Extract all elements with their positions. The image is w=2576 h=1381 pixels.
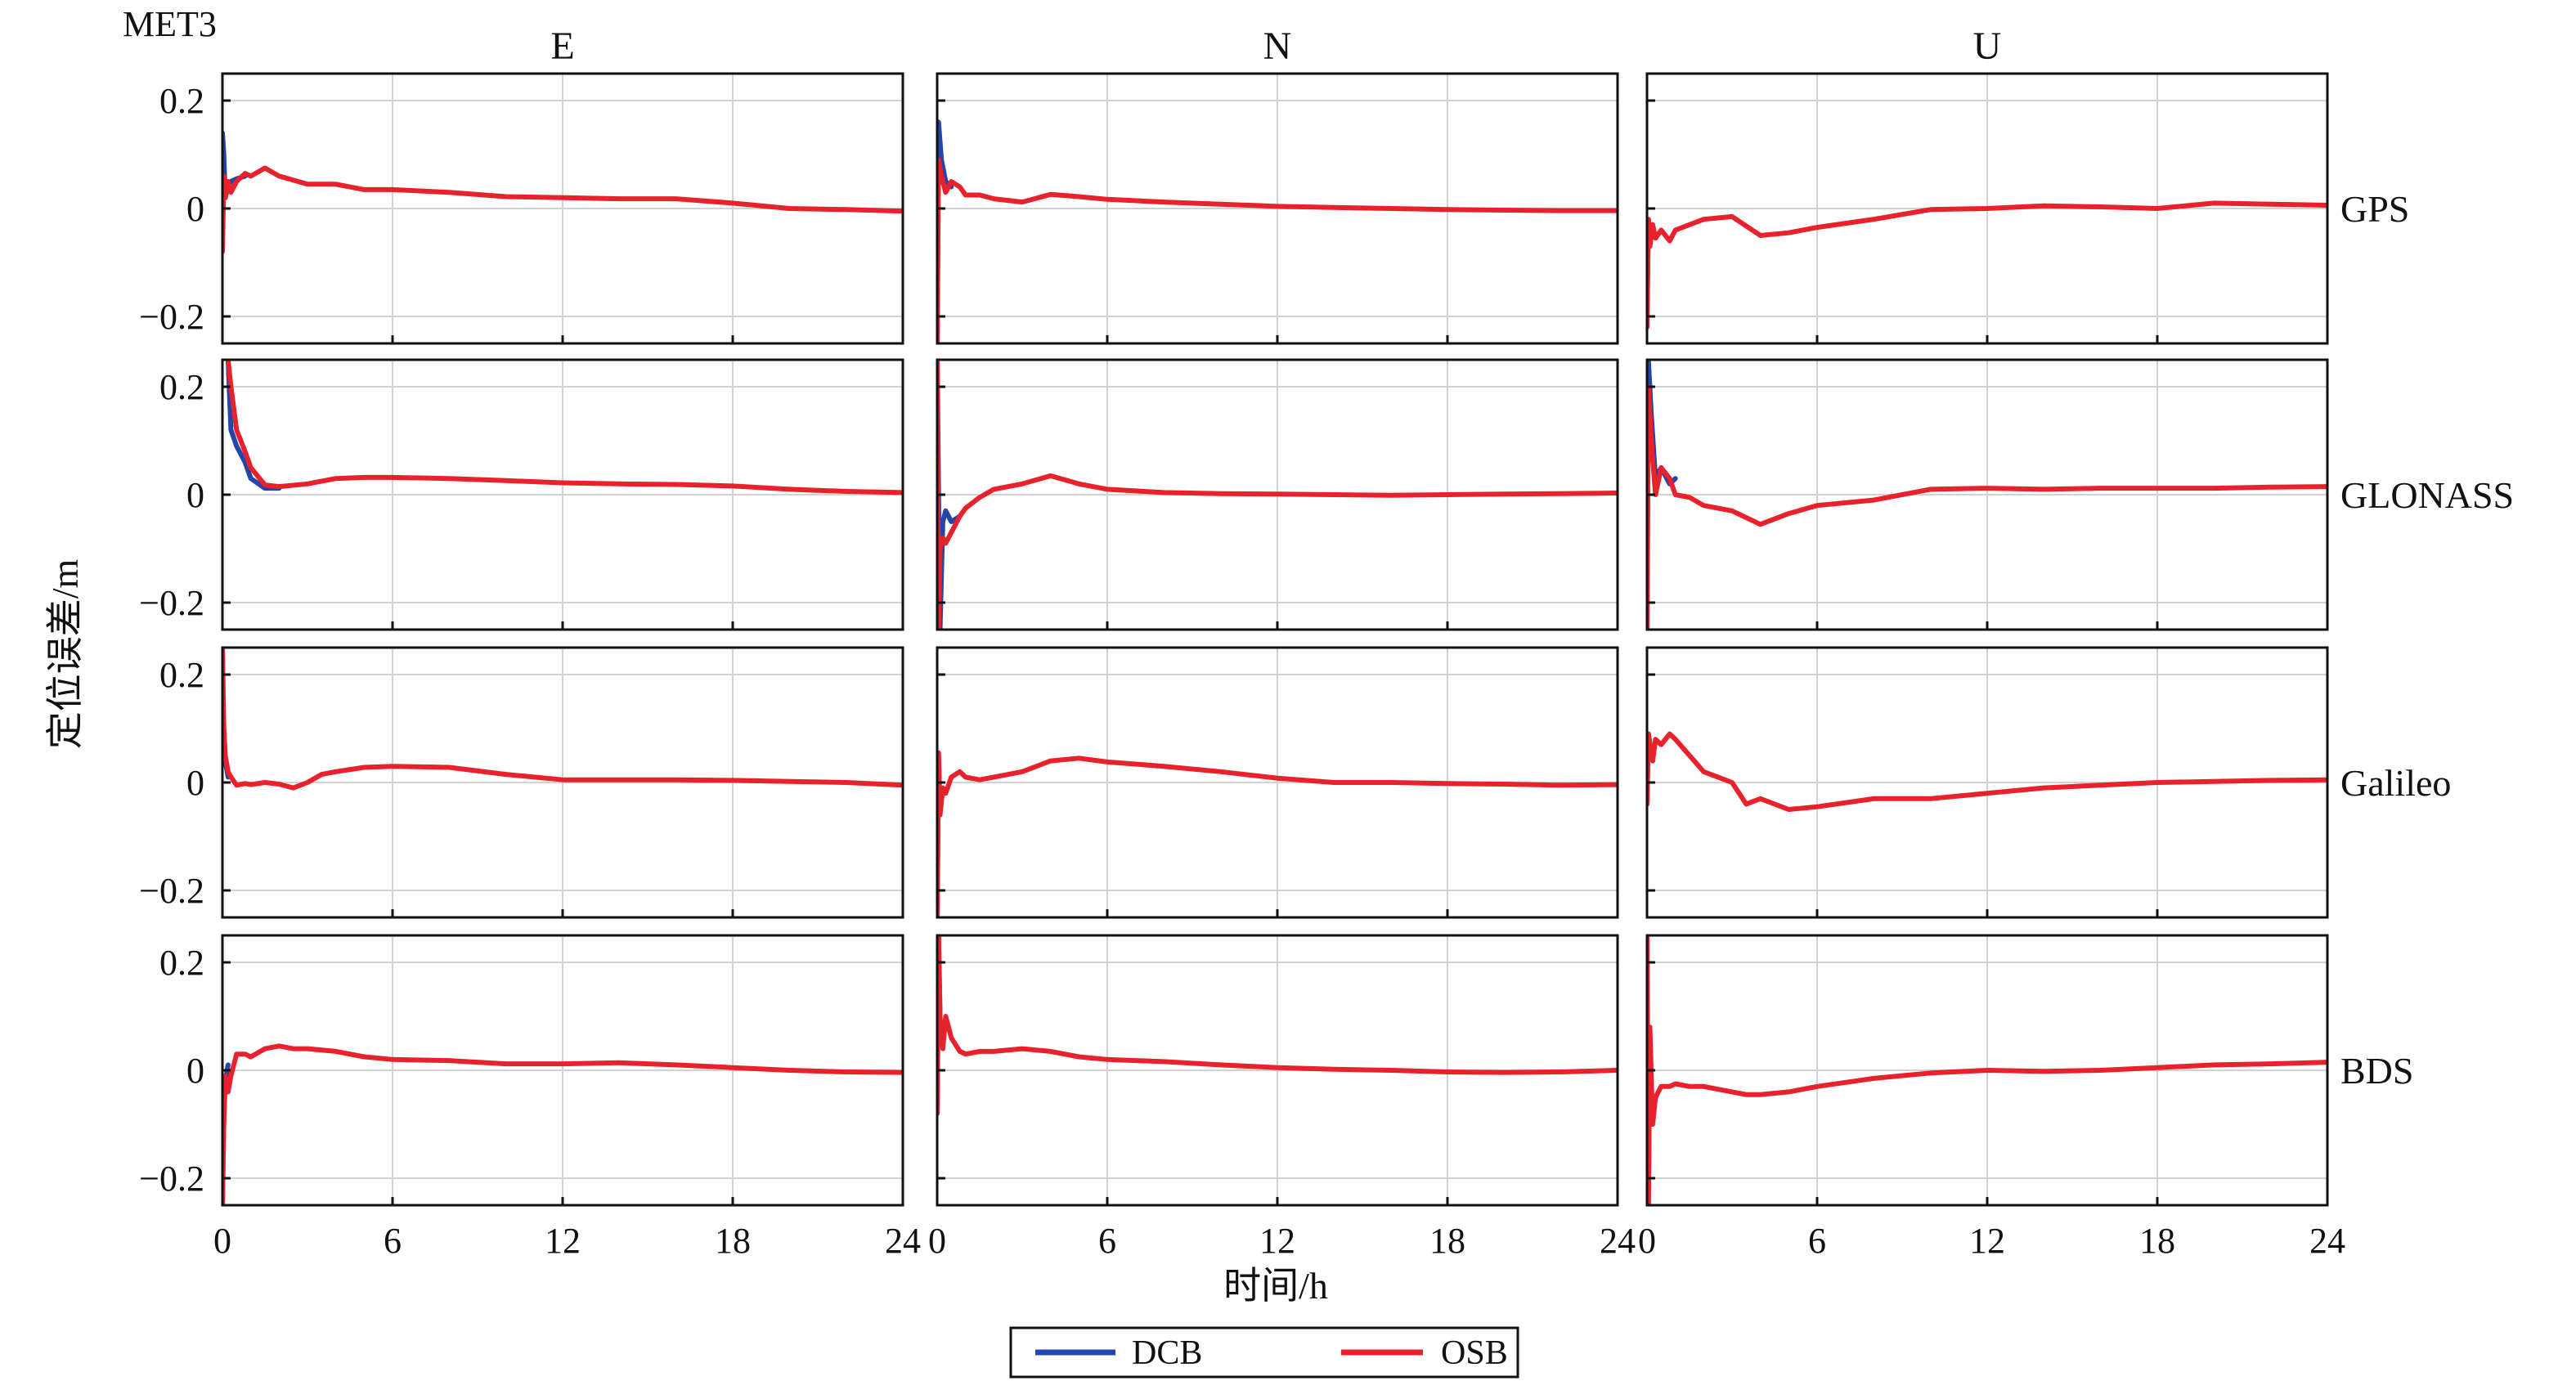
figure-label: MET3 [123,4,217,44]
y-tick-label: 0.2 [159,81,204,121]
x-tick-label: 18 [1429,1221,1465,1261]
x-tick-label: 24 [2309,1221,2345,1261]
panel-gps-n [936,72,1619,345]
x-tick-label: 12 [1259,1221,1295,1261]
panel-gps-e: 0.2 0 −0.2 [139,72,904,345]
row-label-glonass: GLONASS [2340,474,2514,516]
x-tick-label: 0 [213,1221,231,1261]
legend-osb-label: OSB [1441,1334,1508,1372]
y-tick-label: −0.2 [139,297,204,337]
y-tick-label: 0 [186,1051,204,1091]
series-osb-line [1647,384,2327,630]
panel-galileo-n [936,646,1619,919]
x-tick-label: 24 [1600,1221,1636,1261]
series-osb-line [1647,200,2327,330]
column-title-n: N [1263,25,1292,68]
y-tick-label: 0 [186,763,204,803]
y-tick-label: −0.2 [139,583,204,623]
y-tick-label: 0 [186,475,204,515]
row-label-gps: GPS [2340,188,2409,230]
y-tick-label: −0.2 [139,1159,204,1199]
y-tick-label: 0.2 [159,655,204,695]
row-label-bds: BDS [2340,1050,2413,1092]
x-tick-label: 6 [1098,1221,1116,1261]
series-dcb-line [225,360,282,491]
column-title-e: E [550,25,574,68]
panel-bds-n: 0 6 12 18 24 [928,934,1636,1261]
panel-glonass-n [936,358,1619,631]
legend-dcb-label: DCB [1132,1334,1202,1372]
panel-galileo-e: 0.2 0 −0.2 [139,646,904,919]
x-axis-label: 时间/h [1223,1265,1328,1307]
series-osb-line [222,165,903,254]
x-tick-label: 12 [545,1221,581,1261]
series-osb-line [225,360,903,495]
row-label-galileo: Galileo [2340,762,2451,804]
panel-bds-e: 0.20−0.20 6 12 18 24 [139,934,921,1261]
column-title-u: U [1973,25,2002,68]
x-tick-label: 18 [2139,1221,2175,1261]
series-osb-line [937,935,1618,1116]
y-tick-label: 0 [186,189,204,229]
series-osb-line [222,648,903,791]
panel-grid: E N UGPSGLONASSGalileoBDS0.20−0.20.20−0.20… [139,25,2514,1261]
x-tick-label: 6 [1808,1221,1826,1261]
panel-galileo-u [1645,646,2329,919]
series-osb-line [937,750,1618,917]
y-axis-label: 定位误差/m [44,559,86,750]
y-tick-label: 0.2 [159,367,204,407]
x-tick-label: 18 [715,1221,751,1261]
x-tick-label: 0 [928,1221,946,1261]
series-osb-line [1647,935,2327,1205]
y-tick-label: −0.2 [139,871,204,911]
series-osb-line [222,1043,903,1205]
series-osb-line [937,157,1618,343]
y-tick-label: 0.2 [159,943,204,983]
x-tick-label: 6 [384,1221,402,1261]
panel-bds-u: 0 6 12 18 24 [1638,934,2345,1261]
legend: DCB OSB [1009,1326,1519,1379]
x-tick-label: 24 [885,1221,921,1261]
panel-glonass-e: 0.2 0 −0.2 [139,358,904,631]
panel-glonass-u [1645,358,2329,631]
series-osb-line [937,360,1618,630]
panel-gps-u [1645,72,2329,345]
x-tick-label: 0 [1638,1221,1656,1261]
series-osb-line [1647,731,2327,812]
x-tick-label: 12 [1969,1221,2005,1261]
